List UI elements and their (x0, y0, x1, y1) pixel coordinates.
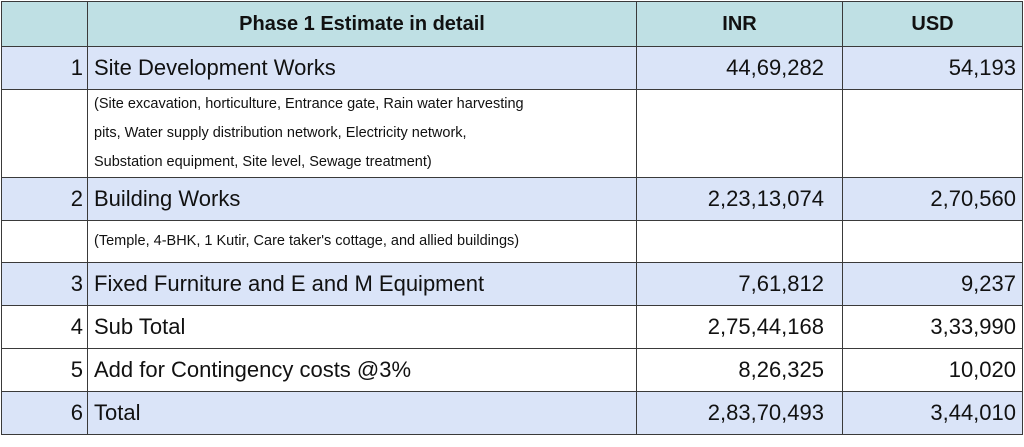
row-number: 5 (1, 348, 88, 392)
table-row: 1 Site Development Works 44,69,282 54,19… (1, 46, 1023, 90)
row-inr: 8,26,325 (636, 348, 843, 392)
row-inr: 2,23,13,074 (636, 177, 843, 221)
row-number: 3 (1, 262, 88, 306)
empty-cell (1, 89, 88, 178)
detail-row: (Site excavation, horticulture, Entrance… (1, 89, 1023, 178)
table-row: 4 Sub Total 2,75,44,168 3,33,990 (1, 305, 1023, 349)
row-usd: 3,33,990 (842, 305, 1023, 349)
table-row: 6 Total 2,83,70,493 3,44,010 (1, 391, 1023, 435)
row-item: Add for Contingency costs @3% (87, 348, 637, 392)
row-item: Fixed Furniture and E and M Equipment (87, 262, 637, 306)
header-inr: INR (636, 1, 843, 47)
header-no (1, 1, 88, 47)
row-usd: 9,237 (842, 262, 1023, 306)
row-item: Site Development Works (87, 46, 637, 90)
empty-cell (1, 220, 88, 263)
detail-row: (Temple, 4-BHK, 1 Kutir, Care taker's co… (1, 220, 1023, 263)
row-number: 4 (1, 305, 88, 349)
header-title: Phase 1 Estimate in detail (87, 1, 637, 47)
detail-line: Substation equipment, Site level, Sewage… (94, 154, 432, 170)
header-usd: USD (842, 1, 1023, 47)
table-row: 3 Fixed Furniture and E and M Equipment … (1, 262, 1023, 306)
row-usd: 2,70,560 (842, 177, 1023, 221)
row-number: 1 (1, 46, 88, 90)
row-inr: 2,83,70,493 (636, 391, 843, 435)
row-item: Sub Total (87, 305, 637, 349)
row-number: 2 (1, 177, 88, 221)
empty-cell (636, 89, 843, 178)
building-details: (Temple, 4-BHK, 1 Kutir, Care taker's co… (87, 220, 637, 263)
empty-cell (636, 220, 843, 263)
empty-cell (842, 220, 1023, 263)
empty-cell (842, 89, 1023, 178)
detail-line: (Site excavation, horticulture, Entrance… (94, 96, 524, 112)
site-details: (Site excavation, horticulture, Entrance… (87, 89, 637, 178)
row-usd: 3,44,010 (842, 391, 1023, 435)
row-inr: 2,75,44,168 (636, 305, 843, 349)
row-item: Building Works (87, 177, 637, 221)
header-row: Phase 1 Estimate in detail INR USD (1, 1, 1023, 47)
row-usd: 10,020 (842, 348, 1023, 392)
row-inr: 7,61,812 (636, 262, 843, 306)
row-usd: 54,193 (842, 46, 1023, 90)
row-item: Total (87, 391, 637, 435)
row-number: 6 (1, 391, 88, 435)
detail-line: pits, Water supply distribution network,… (94, 125, 467, 141)
row-inr: 44,69,282 (636, 46, 843, 90)
table-row: 2 Building Works 2,23,13,074 2,70,560 (1, 177, 1023, 221)
table-row: 5 Add for Contingency costs @3% 8,26,325… (1, 348, 1023, 392)
estimate-table: Phase 1 Estimate in detail INR USD 1 Sit… (1, 1, 1023, 435)
